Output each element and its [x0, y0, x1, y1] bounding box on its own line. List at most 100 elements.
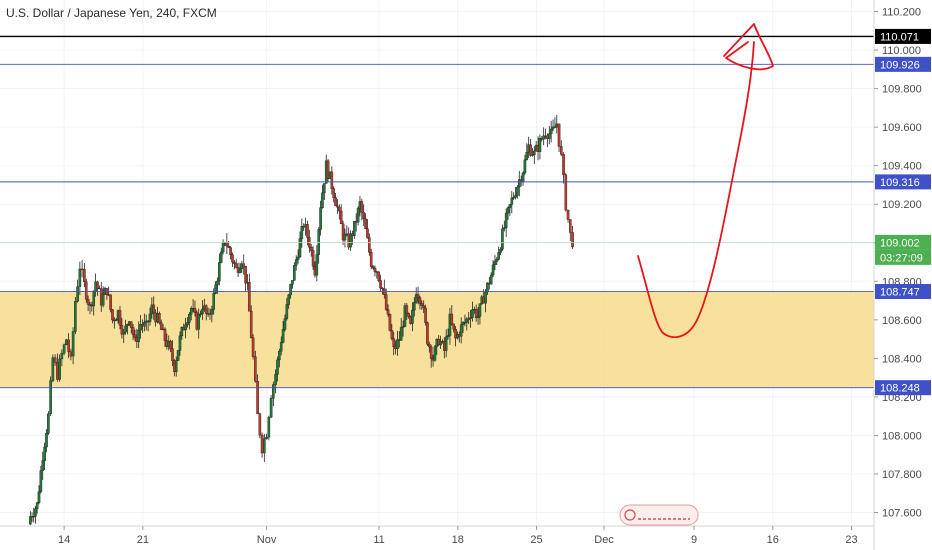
candle-body [242, 263, 246, 267]
candle-body [272, 384, 275, 399]
candle-body [47, 413, 50, 434]
candle-body [506, 207, 510, 214]
candle-body [83, 269, 86, 283]
candle-body [469, 317, 472, 319]
candle-body [41, 460, 45, 471]
candle-body [371, 266, 375, 269]
candle-body [56, 362, 59, 380]
candle-body [231, 254, 234, 263]
candle-body [555, 123, 559, 128]
candle-body [381, 287, 384, 290]
candle-body [300, 226, 304, 239]
candle-body [343, 233, 347, 241]
candle-body [294, 259, 298, 266]
candle-body [319, 207, 322, 230]
candle-body [489, 274, 493, 285]
candle-body [553, 126, 557, 128]
candle-body [86, 299, 90, 305]
candle-body [88, 304, 92, 306]
candle-body [184, 324, 187, 331]
candle-body [366, 228, 369, 238]
candle-body [227, 245, 231, 248]
candle-body [65, 339, 68, 345]
candle-body [364, 218, 367, 229]
candle-body [452, 323, 455, 330]
candle-body [126, 324, 129, 327]
candle-body [58, 358, 61, 380]
candle-body [525, 152, 529, 160]
candle-body [254, 356, 257, 382]
candle-body [34, 508, 37, 517]
candle-body [549, 128, 553, 135]
event-marker[interactable] [619, 504, 699, 526]
candle-body [204, 305, 208, 314]
candle-body [69, 351, 73, 357]
candle-body [523, 159, 527, 174]
candle-body [547, 133, 551, 139]
candle-body [399, 327, 403, 341]
candle-body [193, 307, 197, 313]
candle-body [283, 318, 287, 330]
candle-body [386, 309, 390, 315]
time-tick-label: 11 [373, 534, 384, 546]
candle-body [199, 313, 202, 315]
candle-body [392, 338, 395, 347]
candle-body [258, 413, 262, 436]
candle-body [501, 228, 504, 250]
candle-body [403, 305, 407, 327]
candle-body [281, 329, 285, 343]
candle-body [459, 324, 463, 337]
candle-body [287, 294, 291, 305]
candle-body [564, 174, 568, 211]
candle-body [508, 204, 512, 208]
candle-body [159, 322, 163, 330]
candle-body [551, 126, 555, 130]
candle-body [229, 247, 232, 256]
candle-body [296, 256, 300, 260]
candle-body [514, 195, 517, 198]
time-axis: 14 21 Nov 11 18 25 Dec 9 16 23 [58, 526, 858, 546]
candle-body [139, 324, 142, 331]
candle-body [244, 265, 247, 284]
candle-body [396, 339, 399, 349]
candle-body [289, 284, 292, 296]
price-tick-label: 108.400 [882, 353, 922, 365]
price-tick-label: 108.000 [882, 430, 922, 442]
candle-body [424, 307, 427, 323]
candle-body [176, 350, 180, 361]
candle-body [336, 205, 339, 208]
candle-body [32, 516, 36, 518]
candle-body [137, 329, 141, 342]
time-tick-label: 14 [58, 534, 70, 546]
level-price-tag-bg [875, 284, 931, 300]
candle-body [542, 135, 545, 140]
candle-body [491, 264, 495, 276]
candle-body [420, 303, 424, 306]
candle-body [518, 179, 521, 188]
candle-body [278, 350, 281, 361]
candle-body [388, 314, 392, 331]
price-tick-label: 109.400 [882, 161, 922, 173]
candle-body [74, 301, 77, 332]
projection-curve [637, 41, 755, 339]
candle-body [180, 327, 184, 337]
time-tick-label: Dec [594, 534, 614, 546]
candle-body [499, 248, 502, 253]
candle-body [377, 271, 380, 281]
candle-body [411, 309, 414, 324]
candle-body [293, 265, 296, 281]
candle-body [428, 343, 431, 348]
candle-body [39, 470, 43, 492]
price-tick-label: 109.600 [882, 122, 922, 134]
candle-body [467, 318, 470, 320]
candle-body [279, 342, 283, 352]
candle-body [418, 297, 422, 304]
price-tick-label: 110.000 [882, 45, 921, 57]
candle-body [225, 242, 229, 247]
candle-body [189, 308, 193, 315]
price-tick-label: 108.600 [882, 315, 922, 327]
candle-body [269, 398, 273, 418]
candle-body [557, 123, 561, 147]
level-price-tag: 109.316 [880, 177, 920, 189]
